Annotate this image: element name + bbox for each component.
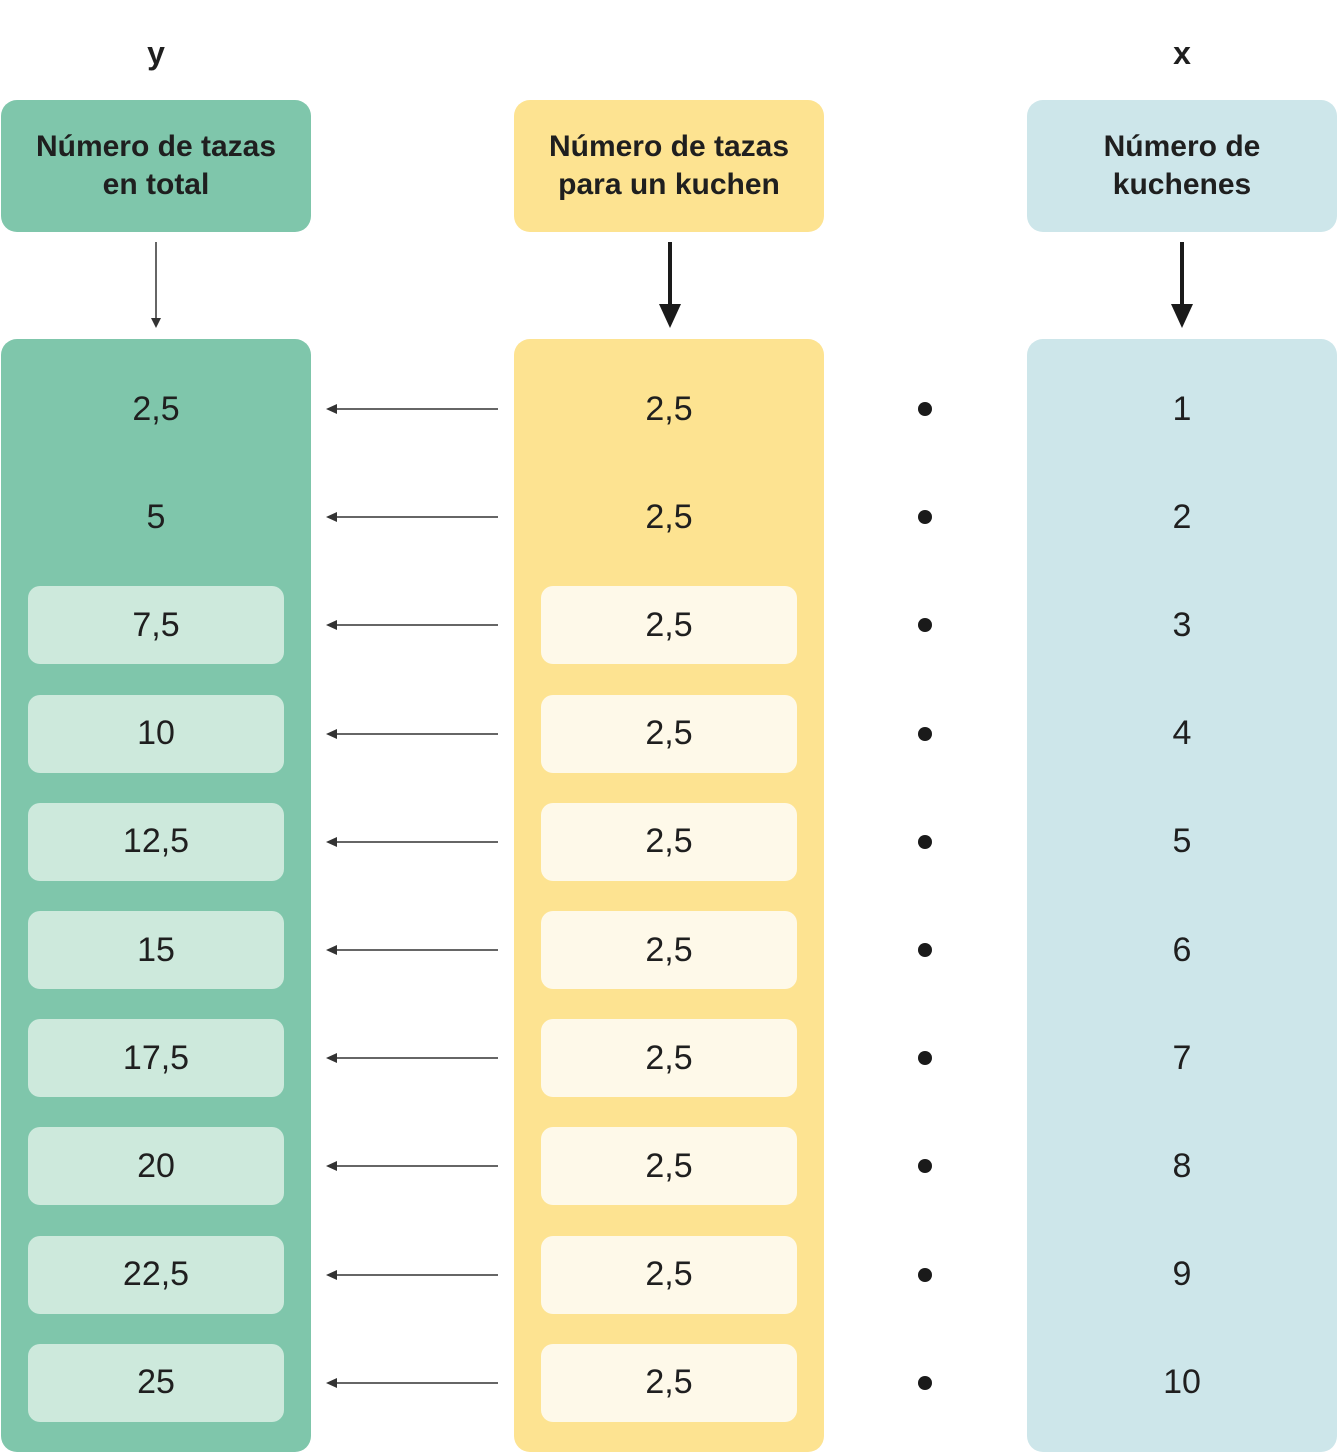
x-variable-label: x — [1173, 35, 1191, 71]
header-cups-per-kuchen: Número de tazas para un kuchen — [514, 100, 824, 232]
multiplication-dot — [918, 1051, 932, 1066]
multiplication-dot — [918, 1375, 932, 1390]
left-arrow — [326, 1161, 498, 1172]
kuchenes-cell: 1 — [1172, 389, 1192, 428]
multiplication-dot — [918, 1267, 932, 1282]
down-arrow-bold-kuchenes — [1171, 242, 1193, 328]
multiplication-dot — [918, 618, 932, 633]
total-cups-cell: 7,5 — [28, 586, 284, 665]
multiplication-dot — [918, 402, 932, 416]
kuchenes-cell: 2 — [1172, 497, 1192, 536]
header-total-cups: Número de tazas en total — [1, 100, 311, 232]
header-cups-per-kuchen-text: Número de tazas para un kuchen — [548, 130, 790, 201]
multiplication-dot — [918, 834, 932, 849]
kuchenes-cell: 5 — [1172, 822, 1192, 861]
kuchenes-cell: 9 — [1172, 1255, 1192, 1294]
total-cups-cell: 2,5 — [132, 389, 180, 428]
total-cups-cell: 17,5 — [28, 1019, 284, 1098]
left-arrow — [326, 945, 498, 955]
column-cups-per-kuchen: 2,5 2,5 2,5 2,5 2,5 2,5 2,5 2,5 2,5 2,5 — [514, 339, 824, 1452]
total-cups-cell: 5 — [146, 497, 166, 536]
kuchenes-cell: 8 — [1172, 1146, 1192, 1185]
total-cups-cell: 25 — [28, 1343, 284, 1422]
cups-per-kuchen-cell: 2,5 — [645, 497, 693, 536]
kuchenes-cell: 7 — [1172, 1038, 1192, 1077]
total-cups-cell: 10 — [28, 694, 284, 773]
cups-per-kuchen-cell: 2,5 — [541, 911, 797, 989]
kuchenes-cell: 6 — [1172, 930, 1192, 969]
column-kuchenes: 1 2 3 4 5 6 7 8 9 10 — [1027, 339, 1337, 1452]
left-arrow — [326, 1377, 498, 1388]
left-arrow — [326, 728, 498, 739]
left-arrow — [326, 1053, 498, 1064]
cups-per-kuchen-cell: 2,5 — [541, 1235, 797, 1314]
kuchenes-cell: 3 — [1172, 605, 1192, 644]
multiplication-dot — [918, 726, 932, 741]
cups-per-kuchen-cell: 2,5 — [541, 586, 797, 665]
multiplication-dot — [918, 943, 932, 957]
cups-per-kuchen-cell: 2,5 — [541, 1343, 797, 1422]
left-arrow — [326, 512, 498, 523]
kuchenes-cell: 10 — [1163, 1363, 1201, 1402]
y-variable-label: y — [147, 35, 165, 71]
multiplication-dot — [918, 510, 932, 525]
cups-per-kuchen-cell: 2,5 — [541, 1127, 797, 1206]
left-arrow — [326, 1269, 498, 1280]
header-kuchenes: Número de kuchenes — [1027, 100, 1337, 232]
total-cups-cell: 22,5 — [28, 1235, 284, 1314]
cups-per-kuchen-cell: 2,5 — [541, 802, 797, 881]
header-kuchenes-text: Número de kuchenes — [1103, 130, 1261, 201]
multiplication-dot — [918, 1159, 932, 1174]
header-total-cups-text: Número de tazas en total — [35, 130, 277, 201]
down-arrow-bold-cups — [659, 242, 681, 328]
left-arrow — [326, 404, 498, 414]
total-cups-cell: 12,5 — [28, 802, 284, 881]
cups-per-kuchen-cell: 2,5 — [541, 694, 797, 773]
total-cups-cell: 15 — [28, 911, 284, 989]
down-arrow-thin — [151, 242, 161, 328]
cups-per-kuchen-cell: 2,5 — [541, 1019, 797, 1098]
left-arrow — [326, 620, 498, 631]
total-cups-cell: 20 — [28, 1127, 284, 1206]
cups-per-kuchen-cell: 2,5 — [645, 389, 693, 428]
left-arrow — [326, 836, 498, 847]
column-total-cups: 2,5 5 7,5 10 12,5 15 17,5 20 22,5 25 — [1, 339, 311, 1452]
kuchenes-cell: 4 — [1172, 714, 1192, 753]
